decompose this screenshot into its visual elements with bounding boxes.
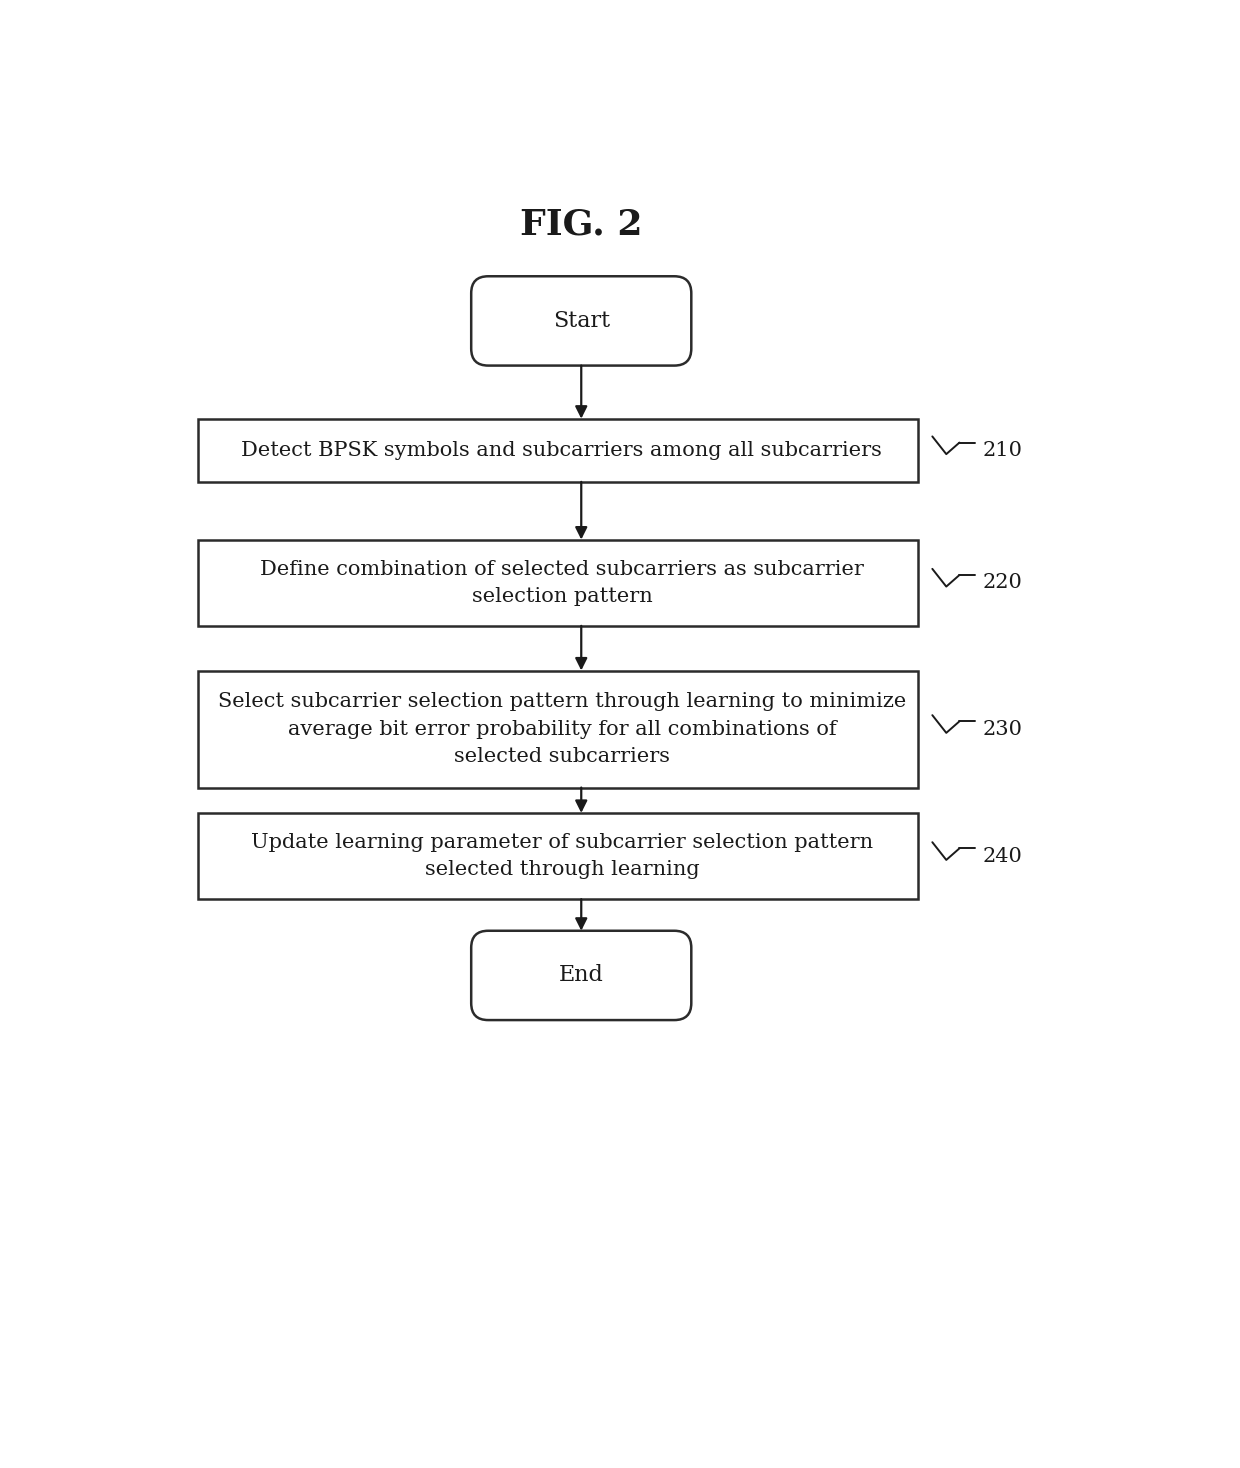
- Text: End: End: [559, 964, 604, 986]
- FancyBboxPatch shape: [197, 540, 919, 625]
- Text: Define combination of selected subcarriers as subcarrier
selection pattern: Define combination of selected subcarrie…: [260, 559, 864, 606]
- FancyBboxPatch shape: [197, 418, 919, 482]
- Text: Detect BPSK symbols and subcarriers among all subcarriers: Detect BPSK symbols and subcarriers amon…: [242, 440, 883, 459]
- FancyBboxPatch shape: [197, 671, 919, 787]
- Text: 220: 220: [982, 573, 1023, 592]
- Text: Start: Start: [553, 310, 610, 332]
- Text: 230: 230: [982, 719, 1023, 738]
- FancyBboxPatch shape: [197, 813, 919, 900]
- FancyBboxPatch shape: [471, 276, 692, 366]
- Text: Select subcarrier selection pattern through learning to minimize
average bit err: Select subcarrier selection pattern thro…: [218, 693, 906, 766]
- Text: 240: 240: [982, 847, 1023, 866]
- Text: 210: 210: [982, 440, 1023, 459]
- Text: FIG. 2: FIG. 2: [520, 207, 642, 242]
- FancyBboxPatch shape: [471, 931, 692, 1020]
- Text: Update learning parameter of subcarrier selection pattern
selected through learn: Update learning parameter of subcarrier …: [250, 832, 873, 879]
